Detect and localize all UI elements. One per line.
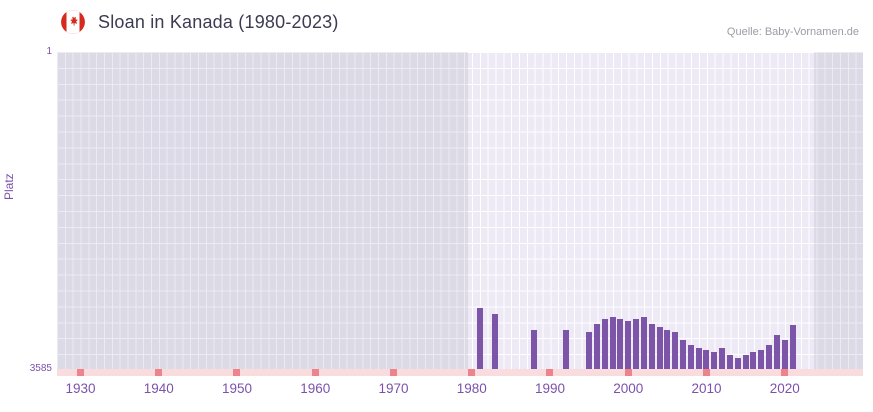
bar-1999[interactable] [617, 319, 624, 370]
y-tick-top: 1 [46, 46, 52, 57]
x-tick-1980: 1980 [456, 381, 487, 396]
x-tick-1940: 1940 [143, 381, 174, 396]
bar-2007[interactable] [680, 340, 687, 370]
no-data-tick-1980 [468, 369, 476, 376]
bar-2015[interactable] [742, 355, 749, 370]
canada-flag-icon [61, 10, 85, 34]
bar-2002[interactable] [640, 317, 647, 370]
x-tick-1950: 1950 [221, 381, 252, 396]
bar-1995[interactable] [586, 332, 593, 370]
no-data-tick-1970 [389, 369, 397, 376]
bar-2000[interactable] [625, 320, 632, 370]
bar-2001[interactable] [633, 319, 640, 370]
bar-2011[interactable] [711, 351, 718, 370]
no-data-tick-1930 [76, 369, 84, 376]
x-tick-1970: 1970 [378, 381, 409, 396]
bar-2009[interactable] [695, 348, 702, 370]
no-data-tick-1950 [233, 369, 241, 376]
x-tick-1930: 1930 [65, 381, 96, 396]
bar-1996[interactable] [593, 324, 600, 370]
bar-2003[interactable] [648, 324, 655, 370]
chart-header: Sloan in Kanada (1980-2023) [60, 9, 339, 35]
outside-range-right [813, 52, 863, 370]
bar-2017[interactable] [758, 350, 765, 370]
no-data-tick-2000 [624, 369, 632, 376]
y-axis-title: Platz [2, 173, 16, 200]
bar-1983[interactable] [492, 313, 499, 370]
bar-2010[interactable] [703, 350, 710, 370]
chart-title: Sloan in Kanada (1980-2023) [98, 11, 339, 32]
bar-2014[interactable] [734, 358, 741, 370]
bar-2012[interactable] [719, 348, 726, 370]
x-tick-1990: 1990 [534, 381, 565, 396]
bar-2018[interactable] [766, 344, 773, 370]
bar-1992[interactable] [562, 329, 569, 370]
no-data-tick-2020 [781, 369, 789, 376]
outside-range-left [57, 52, 468, 370]
plot-area [57, 52, 863, 370]
bar-2008[interactable] [687, 344, 694, 370]
bar-2005[interactable] [664, 329, 671, 370]
x-tick-2020: 2020 [769, 381, 800, 396]
no-data-tick-1960 [311, 369, 319, 376]
bar-2021[interactable] [789, 325, 796, 370]
bar-2016[interactable] [750, 351, 757, 370]
no-data-tick-2010 [702, 369, 710, 376]
source-label: Quelle: Baby-Vornamen.de [726, 26, 859, 38]
x-tick-2000: 2000 [613, 381, 644, 396]
bar-1997[interactable] [601, 319, 608, 370]
bar-1981[interactable] [476, 308, 483, 370]
no-data-tick-1990 [546, 369, 554, 376]
no-data-band [57, 369, 863, 376]
bar-1988[interactable] [531, 329, 538, 370]
x-tick-2010: 2010 [691, 381, 722, 396]
bar-2019[interactable] [773, 335, 780, 370]
bar-2004[interactable] [656, 327, 663, 370]
y-tick-bottom: 3585 [29, 363, 52, 374]
bar-2020[interactable] [781, 340, 788, 370]
bar-1998[interactable] [609, 317, 616, 370]
bar-2013[interactable] [726, 355, 733, 370]
x-tick-1960: 1960 [300, 381, 331, 396]
no-data-tick-1940 [155, 369, 163, 376]
bar-2006[interactable] [672, 332, 679, 370]
